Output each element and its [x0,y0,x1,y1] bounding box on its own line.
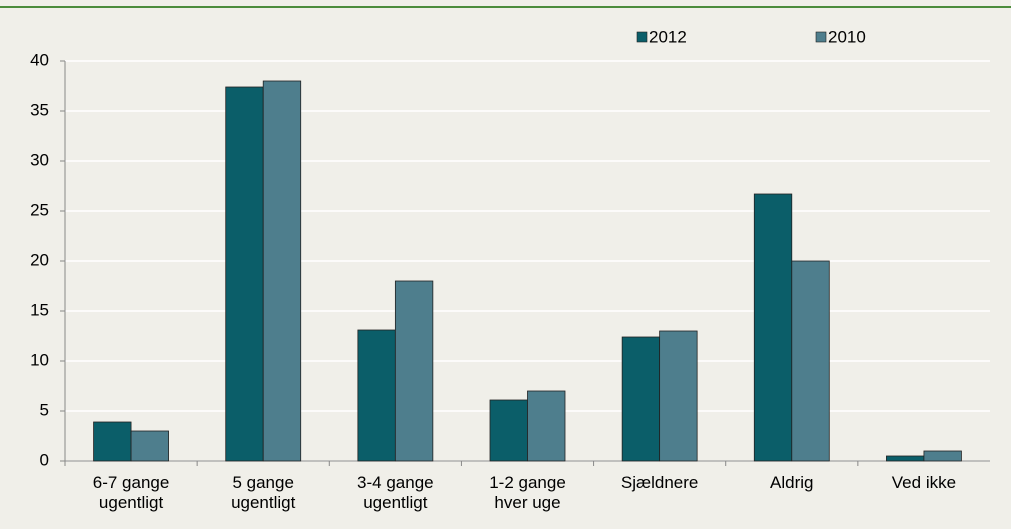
bar [791,260,830,462]
x-tick-label: Sjældnere [620,473,699,492]
x-tick-label: Ved ikke [891,473,957,492]
bar [93,421,132,462]
bar [489,399,528,462]
legend-label: 2010 [828,27,866,46]
x-tick-label: 1-2 gange hver uge [489,473,566,512]
bar [357,329,396,462]
bar [621,336,661,462]
bar [130,430,169,462]
bar [527,390,566,462]
bar [225,86,264,462]
y-tick-label: 20 [30,250,49,269]
y-tick-label: 10 [30,350,49,369]
bar [262,80,302,462]
x-tick-label: 3-4 gange ugentligt [357,473,434,512]
y-tick-label: 30 [30,150,49,169]
bar [923,450,962,462]
legend-label: 2012 [649,27,687,46]
legend-swatch [636,31,648,43]
bar [753,193,793,462]
y-tick-label: 25 [30,200,49,219]
bar [659,330,698,462]
y-tick-label: 5 [40,400,49,419]
y-tick-label: 0 [40,450,49,469]
legend-swatch [815,31,827,43]
bar [886,455,925,462]
y-tick-label: 35 [30,100,49,119]
x-tick-label: 5 gange ugentligt [231,473,296,512]
y-tick-label: 15 [30,300,49,319]
x-tick-label: 6-7 gange ugentligt [92,473,170,512]
bar [394,280,434,462]
y-tick-label: 40 [30,50,49,69]
x-tick-label: Aldrig [770,473,814,492]
